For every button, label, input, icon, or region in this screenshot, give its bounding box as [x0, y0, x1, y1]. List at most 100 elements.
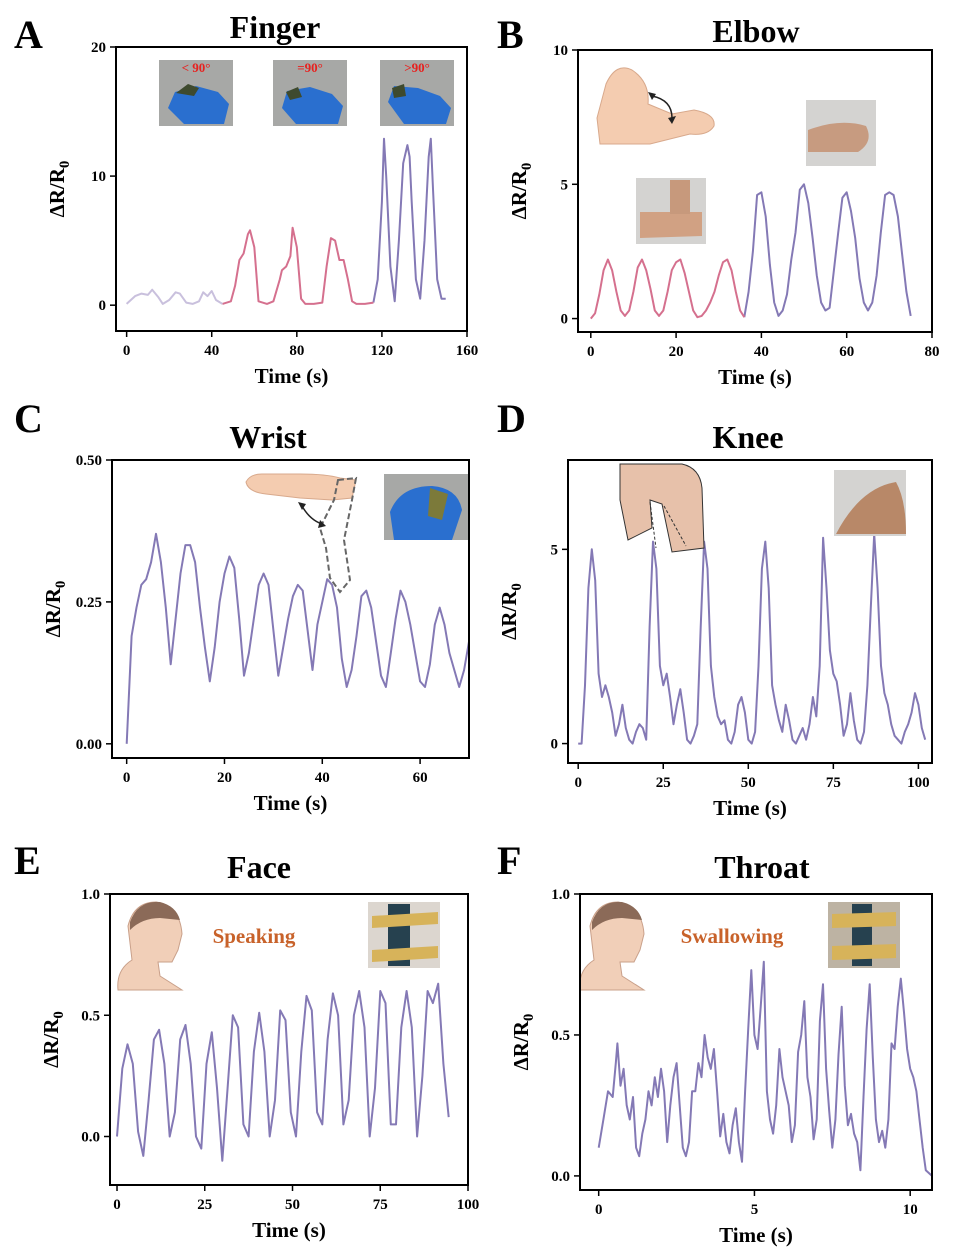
plot-frame [109, 893, 469, 1186]
x-tick-label: 0 [123, 343, 131, 359]
y-axis-label: ΔR/R0 [41, 581, 69, 638]
plot-frame [579, 893, 933, 1191]
wrist-hand-illustration [245, 473, 358, 594]
x-axis-label: Time (s) [713, 796, 787, 820]
y-tick-label: 0.0 [551, 1169, 570, 1185]
panel-title: Face [227, 849, 291, 885]
x-tick-label: 25 [197, 1197, 212, 1213]
x-tick-label: 75 [826, 775, 841, 791]
x-axis-label: Time (s) [254, 791, 328, 815]
annotation-eq90: =90° [297, 60, 323, 75]
panel-throat: F Throat Swallowing 0 5 10 0.0 0.5 1.0 Time (s… [497, 838, 933, 1247]
inset-photo-elbow-slight [636, 178, 706, 244]
x-tick-label: 50 [741, 775, 756, 791]
panel-title: Knee [712, 419, 783, 455]
panel-letter: F [497, 838, 521, 883]
series-line-0 [116, 982, 450, 1162]
inset-photo-finger-eq90 [273, 60, 347, 126]
x-tick-label: 75 [373, 1197, 388, 1213]
knee-leg-illustration [619, 463, 705, 553]
x-tick-label: 160 [456, 343, 479, 359]
plot-frame [567, 459, 933, 764]
y-axis-label: ΔR/R0 [507, 163, 535, 220]
x-tick-label: 60 [413, 770, 428, 786]
x-tick-label: 0 [587, 344, 595, 360]
panel-title: Elbow [712, 13, 799, 49]
series-line-0 [125, 288, 223, 305]
x-tick-label: 10 [903, 1202, 918, 1218]
y-tick-label: 0.0 [81, 1130, 100, 1146]
y-tick-label: 0.00 [76, 737, 102, 753]
series-line-0 [125, 532, 470, 744]
x-tick-label: 50 [285, 1197, 300, 1213]
panel-knee: D Knee 0 25 50 75 100 0 5 Time (s) ΔR/R0 [497, 396, 933, 820]
panel-letter: C [14, 396, 43, 441]
x-tick-label: 80 [289, 343, 304, 359]
inset-photo-finger-lt90 [159, 60, 233, 126]
plot-frame [115, 46, 468, 332]
x-tick-label: 0 [123, 770, 131, 786]
y-tick-label: 0.25 [76, 595, 102, 611]
x-tick-label: 120 [371, 343, 394, 359]
inset-photo-wrist [384, 474, 468, 540]
annotation-gt90: >90° [404, 60, 430, 75]
series-line-0 [590, 258, 746, 320]
y-tick-label: 0 [551, 737, 559, 753]
x-axis-label: Time (s) [255, 364, 329, 388]
x-tick-label: 100 [907, 775, 930, 791]
y-tick-label: 0.5 [551, 1028, 570, 1044]
x-tick-label: 20 [669, 344, 684, 360]
x-tick-label: 25 [656, 775, 671, 791]
x-tick-label: 60 [839, 344, 854, 360]
series-line-1 [743, 183, 912, 318]
series-line-0 [597, 960, 933, 1177]
x-tick-label: 40 [315, 770, 330, 786]
y-tick-label: 0 [99, 298, 107, 314]
plot-frame [111, 459, 470, 759]
y-axis-label: ΔR/R0 [45, 161, 73, 218]
y-tick-label: 5 [551, 542, 559, 558]
y-tick-label: 5 [561, 177, 569, 193]
x-tick-label: 0 [113, 1197, 121, 1213]
x-tick-label: 100 [457, 1197, 480, 1213]
x-axis-label: Time (s) [719, 1223, 793, 1247]
inset-photo-throat [828, 902, 900, 968]
y-tick-label: 10 [553, 43, 568, 59]
x-tick-label: 0 [595, 1202, 603, 1218]
annotation-lt90: < 90° [182, 60, 211, 75]
x-axis-label: Time (s) [718, 365, 792, 389]
y-axis-label: ΔR/R0 [39, 1011, 67, 1068]
panel-letter: A [14, 12, 43, 57]
x-tick-label: 40 [754, 344, 769, 360]
series-line-1 [222, 226, 374, 305]
panel-letter: D [497, 396, 526, 441]
y-axis-label: ΔR/R0 [497, 583, 525, 640]
elbow-arm-illustration [596, 67, 715, 145]
inset-photo-finger-gt90 [380, 60, 454, 126]
y-tick-label: 10 [91, 169, 106, 185]
panel-elbow: B Elbow 0 20 40 60 80 0 5 10 Time (s) ΔR/R0 [497, 12, 940, 389]
panel-letter: B [497, 12, 524, 57]
panel-finger: A Finger < 90° =90° >90° 0 40 80 120 160 0 10 2… [14, 9, 478, 388]
panel-title: Finger [230, 9, 321, 45]
y-tick-label: 0.5 [81, 1008, 100, 1024]
head-illustration [117, 901, 184, 991]
y-tick-label: 1.0 [81, 887, 100, 903]
inset-photo-face [368, 902, 440, 968]
x-axis-label: Time (s) [252, 1218, 326, 1242]
x-tick-label: 0 [574, 775, 582, 791]
y-tick-label: 20 [91, 40, 106, 56]
x-tick-label: 5 [751, 1202, 759, 1218]
annotation-swallowing: Swallowing [681, 924, 784, 948]
series-line-0 [578, 532, 927, 745]
y-tick-label: 0 [561, 312, 569, 328]
annotation-speaking: Speaking [213, 924, 296, 948]
panel-title: Wrist [229, 419, 307, 455]
x-tick-label: 40 [204, 343, 219, 359]
y-tick-label: 0.50 [76, 453, 102, 469]
x-tick-label: 20 [217, 770, 232, 786]
x-tick-label: 80 [925, 344, 940, 360]
panel-letter: E [14, 838, 41, 883]
head-illustration [579, 901, 646, 991]
